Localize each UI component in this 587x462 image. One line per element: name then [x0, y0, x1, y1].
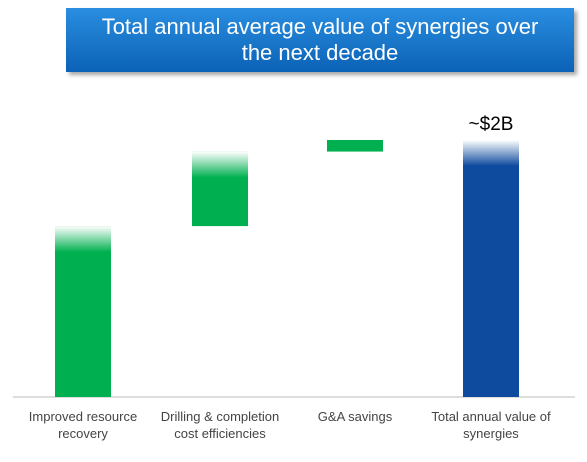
x-tick-label: Drilling & completion cost efficiencies: [160, 409, 280, 441]
x-tick-label: Total annual value of synergies: [431, 409, 551, 441]
bar-fade: [55, 226, 111, 253]
x-tick-label: Improved resource recovery: [28, 409, 138, 441]
bar-fade: [463, 140, 519, 166]
bar: [463, 140, 519, 397]
bar-fade: [192, 151, 248, 178]
bar: [55, 226, 111, 397]
bar: [327, 140, 383, 152]
title-banner: Total annual average value of synergies …: [66, 8, 574, 72]
value-label: ~$2B: [469, 114, 514, 135]
x-tick-label: G&A savings: [317, 409, 393, 424]
chart-title: Total annual average value of synergies …: [101, 14, 539, 65]
